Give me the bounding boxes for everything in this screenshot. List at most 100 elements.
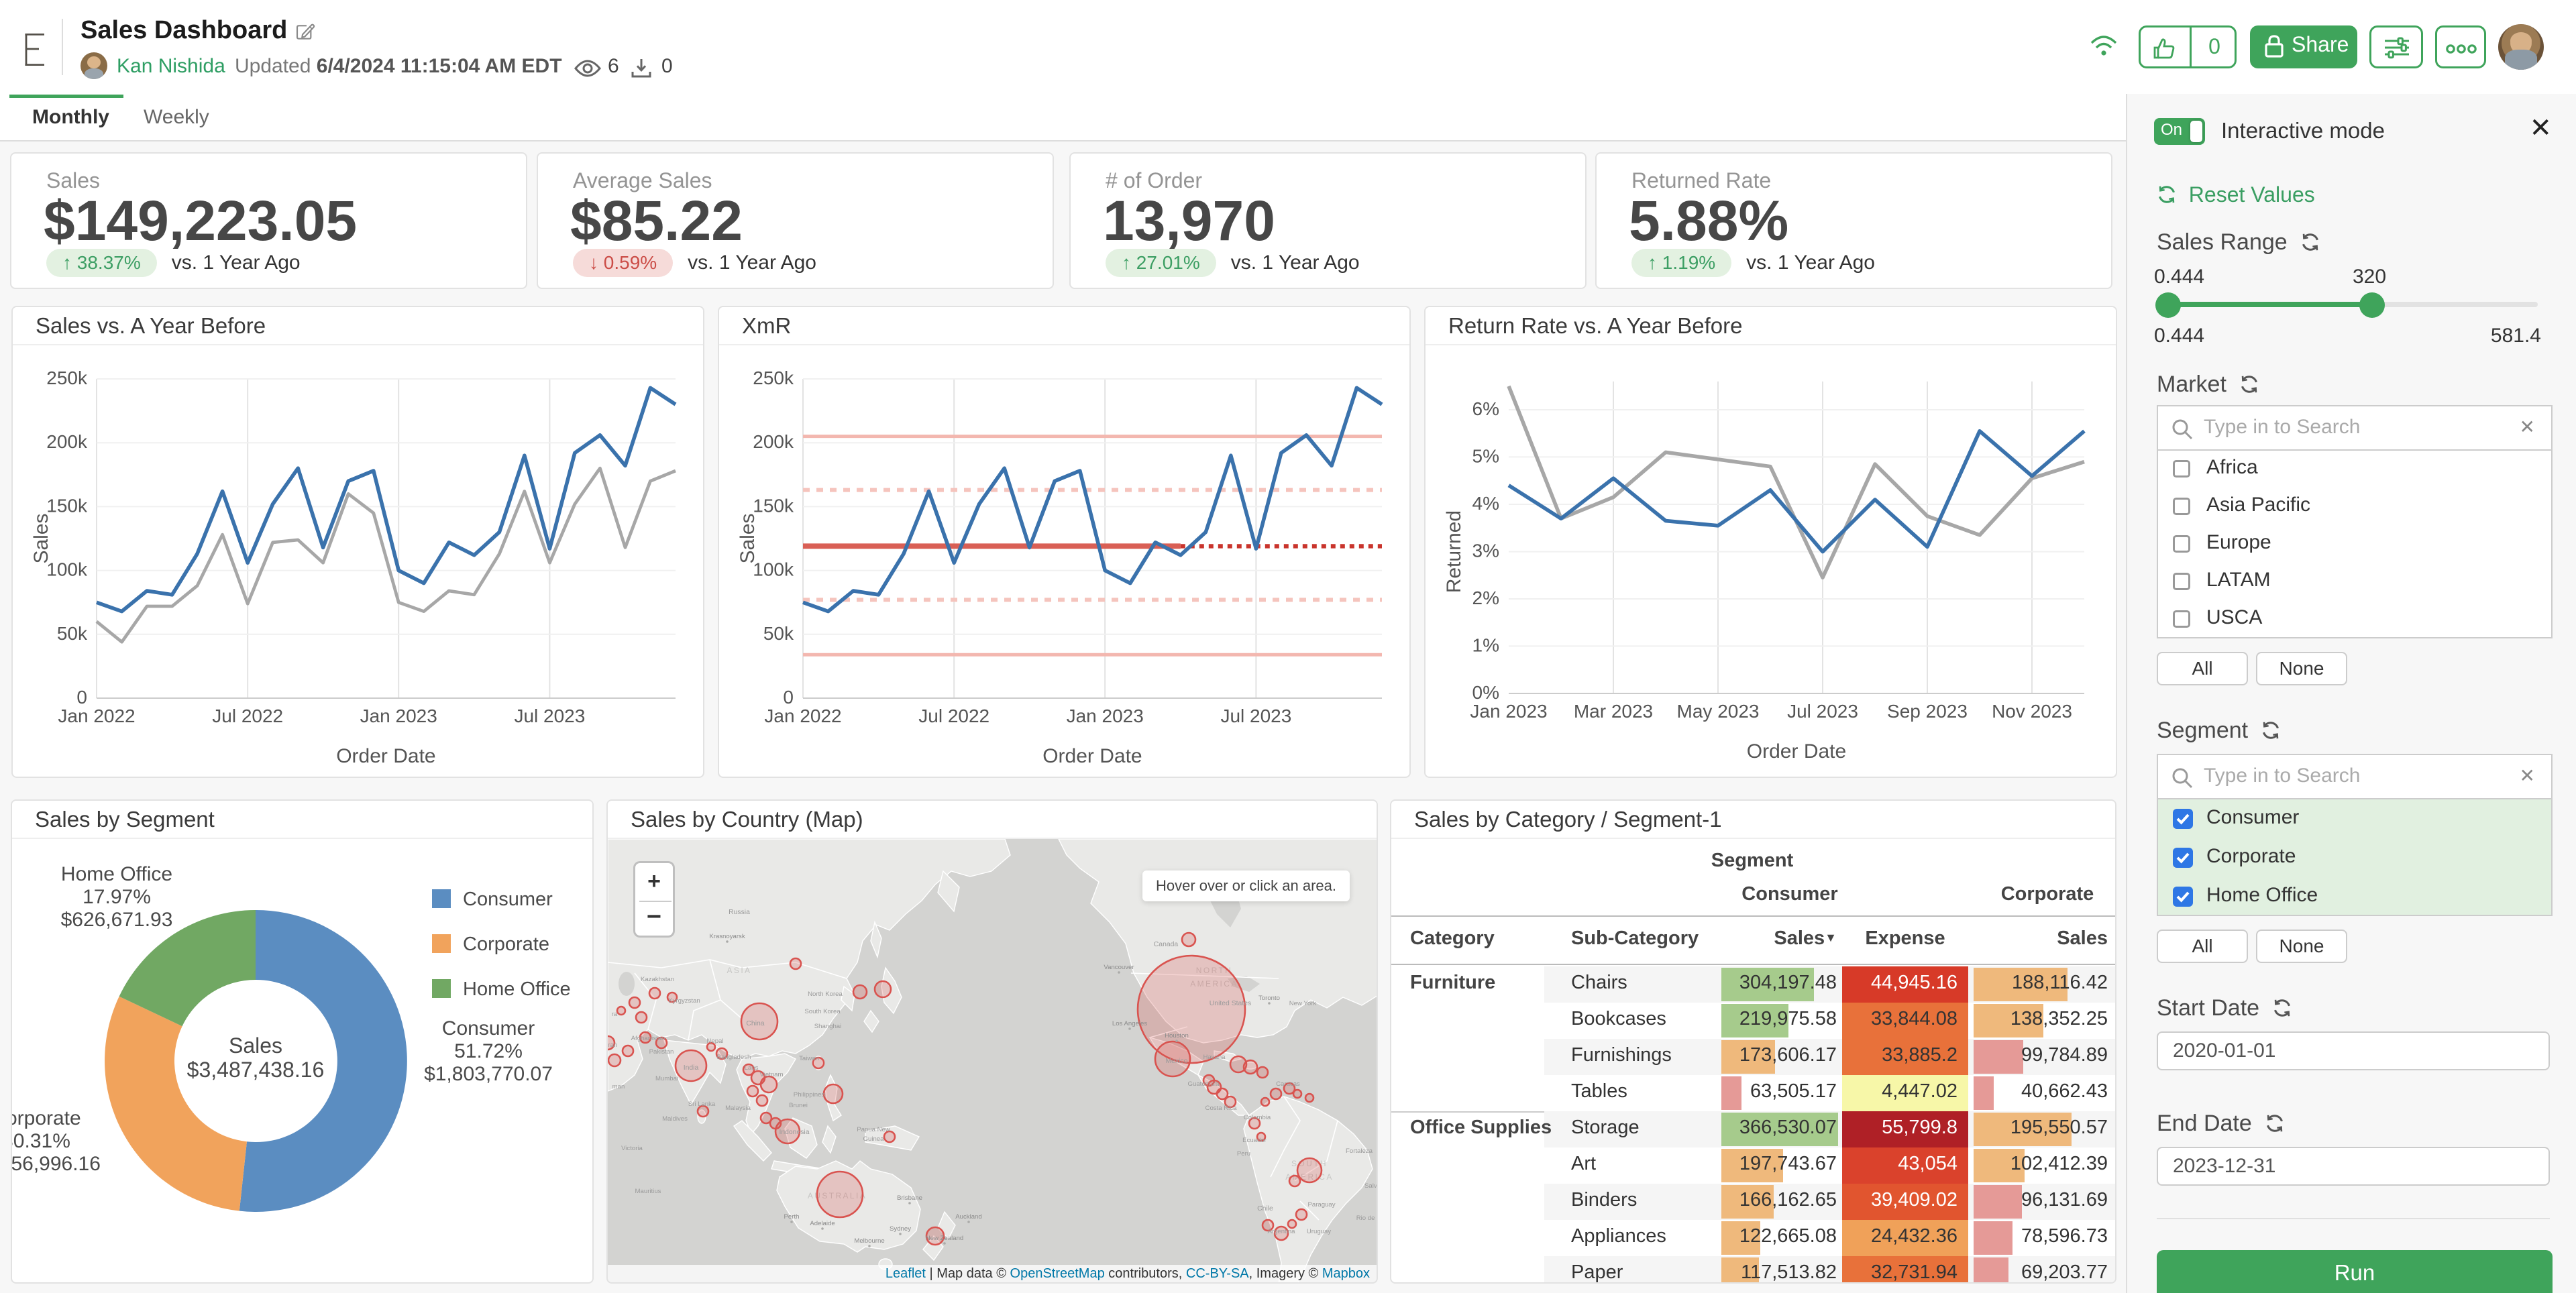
svg-text:Order Date: Order Date [1747, 740, 1846, 763]
svg-text:Los Angeles: Los Angeles [1112, 1020, 1147, 1027]
svg-text:Kyrgyzstan: Kyrgyzstan [668, 997, 700, 1005]
svg-text:Brisbane: Brisbane [897, 1194, 922, 1202]
svg-text:Pakistan: Pakistan [649, 1048, 674, 1056]
svg-text:200k: 200k [46, 431, 88, 452]
svg-text:AMERICA: AMERICA [1190, 979, 1238, 989]
svg-text:Corporate: Corporate [12, 1107, 81, 1129]
svg-text:$1,803,770.07: $1,803,770.07 [424, 1063, 553, 1085]
svg-text:0: 0 [76, 687, 87, 708]
svg-text:Maldives: Maldives [662, 1115, 688, 1123]
svg-text:Bangladesh: Bangladesh [717, 1054, 751, 1061]
svg-text:Shanghai: Shanghai [814, 1023, 842, 1030]
svg-text:$626,671.93: $626,671.93 [61, 909, 173, 931]
svg-text:50k: 50k [763, 623, 794, 644]
svg-text:Laos: Laos [745, 1064, 759, 1072]
svg-text:Sydney: Sydney [890, 1225, 911, 1233]
svg-text:Jul 2023: Jul 2023 [514, 706, 585, 726]
svg-text:Toronto: Toronto [1258, 995, 1280, 1002]
svg-text:Nov 2023: Nov 2023 [1992, 701, 2072, 722]
svg-text:Jan 2023: Jan 2023 [1470, 701, 1547, 722]
svg-text:ASIA: ASIA [727, 966, 752, 975]
svg-text:India: India [684, 1064, 699, 1072]
svg-text:30.31%: 30.31% [12, 1130, 70, 1152]
svg-text:Jul 2022: Jul 2022 [918, 706, 989, 726]
svg-text:Fortaleza: Fortaleza [1346, 1147, 1373, 1155]
svg-text:Home Office: Home Office [463, 978, 571, 1000]
svg-text:ra: ra [612, 1011, 618, 1018]
svg-text:Mar 2023: Mar 2023 [1574, 701, 1653, 722]
svg-text:Indonesia: Indonesia [779, 1129, 809, 1136]
svg-text:Argentina: Argentina [1267, 1228, 1295, 1235]
svg-text:50k: 50k [57, 623, 88, 644]
svg-text:Vancouver: Vancouver [1104, 964, 1134, 971]
svg-text:Guatemala: Guatemala [1188, 1080, 1220, 1088]
svg-text:South Korea: South Korea [804, 1008, 841, 1015]
svg-text:100k: 100k [753, 559, 794, 580]
svg-text:Jan 2022: Jan 2022 [764, 706, 841, 726]
svg-text:150k: 150k [46, 495, 88, 516]
svg-text:51.72%: 51.72% [454, 1040, 523, 1062]
svg-text:3%: 3% [1472, 541, 1499, 561]
svg-text:New York: New York [1289, 1000, 1317, 1007]
svg-text:Havana: Havana [1203, 1054, 1226, 1061]
svg-text:Chile: Chile [1257, 1205, 1273, 1213]
svg-text:100k: 100k [46, 559, 88, 580]
svg-text:Malaysia: Malaysia [725, 1105, 751, 1112]
svg-text:Jul 2022: Jul 2022 [212, 706, 283, 726]
svg-text:200k: 200k [753, 431, 794, 452]
svg-text:Consumer: Consumer [442, 1017, 535, 1039]
svg-text:4%: 4% [1472, 493, 1499, 514]
svg-text:0: 0 [783, 687, 794, 708]
svg-text:$1,056,996.16: $1,056,996.16 [12, 1153, 101, 1175]
svg-text:May 2023: May 2023 [1677, 701, 1760, 722]
svg-text:Salva: Salva [1364, 1182, 1378, 1190]
svg-text:Victoria: Victoria [621, 1145, 643, 1152]
svg-text:Uruguay: Uruguay [1307, 1228, 1331, 1235]
svg-text:$3,487,438.16: $3,487,438.16 [187, 1058, 325, 1082]
svg-text:Guinea: Guinea [863, 1135, 885, 1143]
svg-text:NORTH: NORTH [1196, 966, 1232, 975]
svg-text:Krasnoyarsk: Krasnoyarsk [709, 933, 745, 940]
svg-text:United States: United States [1210, 1000, 1251, 1007]
svg-text:Jan 2023: Jan 2023 [360, 706, 437, 726]
svg-text:0%: 0% [1472, 682, 1499, 703]
svg-text:Returned: Returned [1443, 510, 1465, 593]
svg-text:Vietnam: Vietnam [759, 1071, 783, 1078]
svg-text:Jan 2022: Jan 2022 [58, 706, 135, 726]
svg-text:Costa Rica: Costa Rica [1205, 1105, 1238, 1112]
svg-text:Taiwan: Taiwan [799, 1055, 819, 1062]
svg-text:Sales: Sales [737, 513, 759, 563]
svg-text:North Korea: North Korea [808, 991, 843, 998]
svg-text:China: China [746, 1020, 764, 1027]
svg-text:Mexico: Mexico [1166, 1058, 1188, 1065]
svg-text:Mauritius: Mauritius [635, 1188, 661, 1195]
svg-text:Papua New: Papua New [857, 1126, 890, 1133]
svg-text:Sep 2023: Sep 2023 [1887, 701, 1968, 722]
svg-text:Perth: Perth [784, 1213, 800, 1221]
svg-text:Houston: Houston [1165, 1032, 1189, 1039]
svg-text:Canada: Canada [1154, 941, 1179, 948]
svg-text:man: man [612, 1083, 625, 1090]
svg-text:Peru: Peru [1237, 1150, 1250, 1158]
svg-text:Paraguay: Paraguay [1307, 1201, 1335, 1208]
svg-text:Ecuador: Ecuador [1242, 1137, 1267, 1144]
svg-text:Consumer: Consumer [463, 889, 553, 910]
svg-text:Jul 2023: Jul 2023 [1220, 706, 1291, 726]
svg-text:Russia: Russia [729, 909, 750, 916]
svg-text:Jan 2023: Jan 2023 [1067, 706, 1144, 726]
svg-text:Mumbai: Mumbai [655, 1075, 678, 1082]
svg-text:Home Office: Home Office [61, 863, 172, 885]
svg-text:2%: 2% [1472, 587, 1499, 608]
svg-text:Colombia: Colombia [1244, 1114, 1271, 1121]
svg-text:Melbourne: Melbourne [854, 1237, 884, 1245]
svg-text:1%: 1% [1472, 634, 1499, 655]
svg-text:Adelaide: Adelaide [810, 1220, 835, 1227]
svg-text:17.97%: 17.97% [83, 886, 151, 908]
svg-text:5%: 5% [1472, 445, 1499, 466]
svg-text:Caracas: Caracas [1276, 1080, 1300, 1088]
svg-text:Afghanistan: Afghanistan [631, 1035, 665, 1042]
svg-text:Corporate: Corporate [463, 934, 549, 955]
svg-text:Sri Lanka: Sri Lanka [688, 1101, 716, 1108]
svg-text:Order Date: Order Date [336, 745, 435, 767]
svg-text:150k: 150k [753, 495, 794, 516]
